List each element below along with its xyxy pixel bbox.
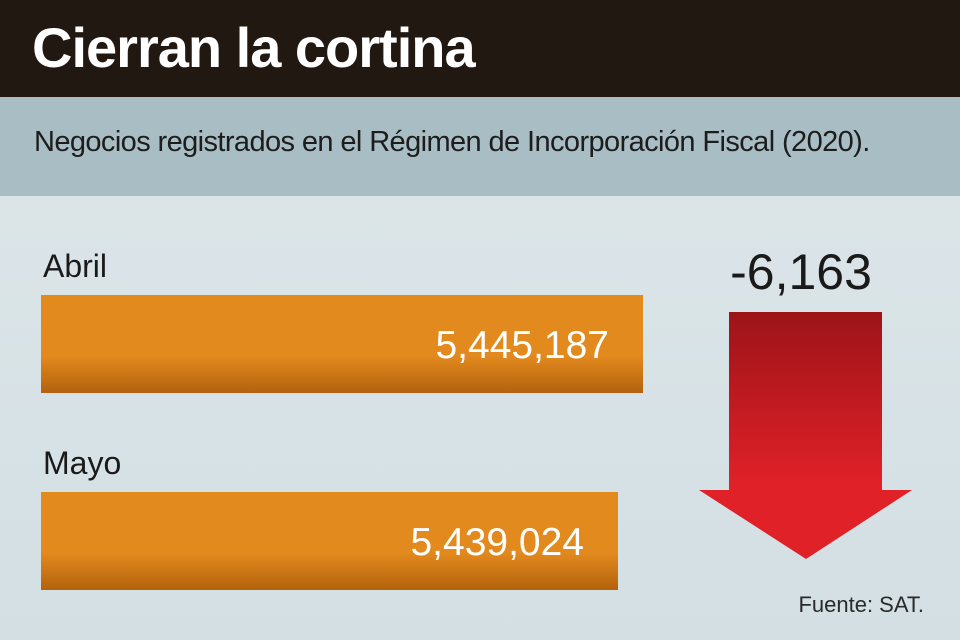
bar [41,492,618,590]
source-note: Fuente: SAT. [798,592,924,617]
bar [41,295,643,393]
category-label: Mayo [43,445,121,481]
down-arrow-icon [699,312,912,559]
value-label: 5,439,024 [410,521,584,564]
category-label: Abril [43,248,107,284]
value-label: 5,445,187 [435,324,609,367]
chart-subtitle: Negocios registrados en el Régimen de In… [34,126,870,158]
title-bar [0,0,960,97]
chart-title: Cierran la cortina [32,16,476,79]
subtitle-bar [0,97,960,196]
difference-label: -6,163 [730,244,872,300]
